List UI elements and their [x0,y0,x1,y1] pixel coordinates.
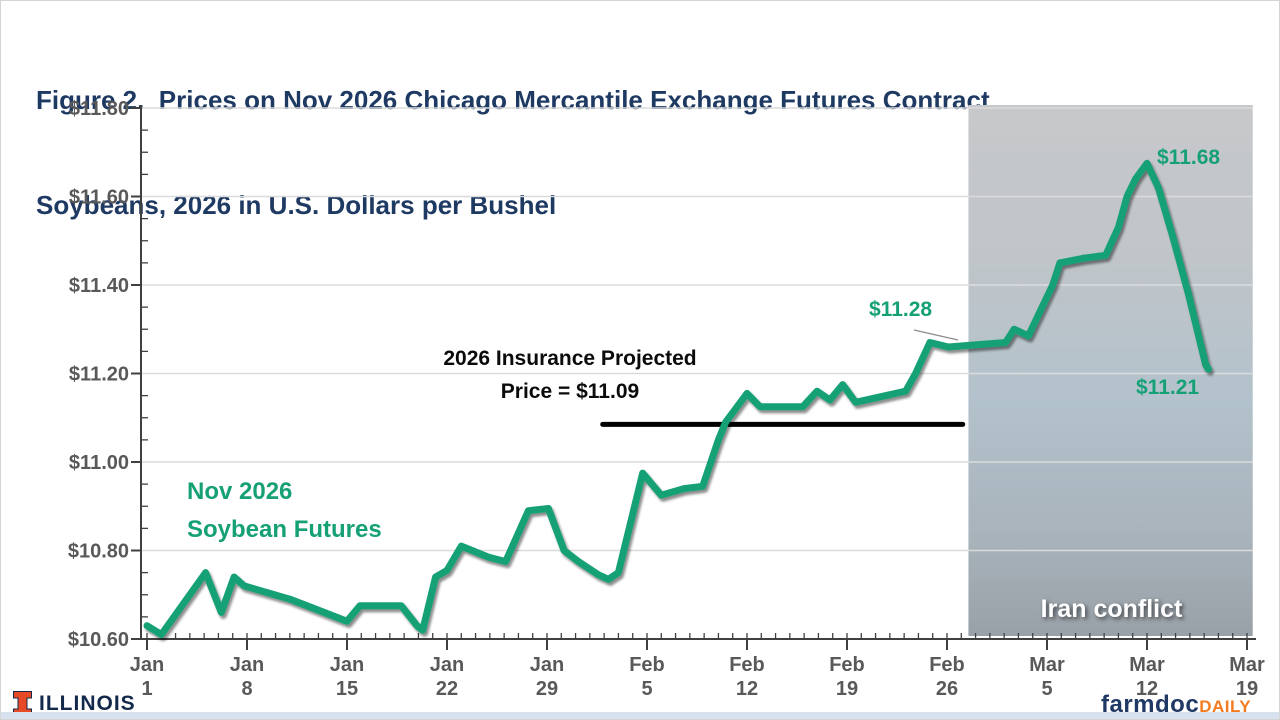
svg-text:Mar: Mar [1029,654,1065,676]
svg-text:Jan: Jan [230,654,264,676]
bottom-accent-strip [1,712,1279,719]
svg-text:Feb: Feb [929,654,965,676]
svg-text:Feb: Feb [829,654,865,676]
svg-text:5: 5 [641,678,652,700]
svg-text:12: 12 [736,678,758,700]
series-label-line2: Soybean Futures [187,516,382,543]
soybean-futures-price-line [143,159,1212,639]
svg-text:12: 12 [1136,678,1158,700]
svg-text:1: 1 [141,678,152,700]
y-tick-label: $11.40 [69,275,129,297]
illinois-logo: ILLINOIS [13,691,136,716]
gridlines [141,107,1253,552]
insurance-label-line2: Price = $11.09 [500,380,640,403]
svg-text:Feb: Feb [729,654,765,676]
svg-text:Jan: Jan [330,654,364,676]
y-tick-label: $11.00 [69,452,129,474]
svg-text:Mar: Mar [1129,654,1165,676]
y-tick-label: $10.80 [68,541,129,563]
svg-text:8: 8 [241,678,252,700]
series-label-line1: Nov 2026 [187,478,293,505]
annotation-price-11-28: $11.28 [869,298,933,321]
svg-text:26: 26 [936,678,958,700]
svg-text:22: 22 [436,678,458,700]
y-tick-label: $11.20 [69,364,129,386]
svg-text:15: 15 [336,678,358,700]
figure-title-line1: Figure 2. Prices on Nov 2026 Chicago Mer… [36,85,997,115]
axis-labels: $11.80 $11.60 $11.40 $11.20 $11.00 $10.80 $10.… [68,98,1265,700]
axes [131,105,1256,650]
annotation-price-11-21: $11.21 [1136,376,1200,399]
y-tick-label: $10.60 [68,629,129,651]
svg-text:19: 19 [836,678,858,700]
y-tick-label: $11.60 [69,187,129,209]
illinois-wordmark: ILLINOIS [39,691,136,715]
svg-text:19: 19 [1236,678,1258,700]
insurance-projected-price-label: 2026 Insurance Projected Price = $11.09 [419,342,721,408]
y-tick-label: $11.80 [69,98,129,120]
svg-text:Mar: Mar [1229,654,1265,676]
svg-text:Jan: Jan [130,654,164,676]
svg-text:Feb: Feb [629,654,665,676]
svg-text:Jan: Jan [430,654,464,676]
figure-title: Figure 2. Prices on Nov 2026 Chicago Mer… [36,13,997,293]
svg-text:29: 29 [536,678,558,700]
annotation-price-11-68: $11.68 [1157,146,1221,169]
svg-text:5: 5 [1041,678,1052,700]
figure-title-line2: Soybeans, 2026 in U.S. Dollars per Bushe… [36,190,557,220]
insurance-label-line1: 2026 Insurance Projected [443,347,697,370]
iran-conflict-label: Iran conflict [1040,595,1183,623]
annotation-leader-line [913,329,959,341]
series-label: Nov 2026 Soybean Futures [187,473,382,549]
svg-text:Jan: Jan [530,654,564,676]
daily-wordmark: DAILY [1199,697,1252,716]
